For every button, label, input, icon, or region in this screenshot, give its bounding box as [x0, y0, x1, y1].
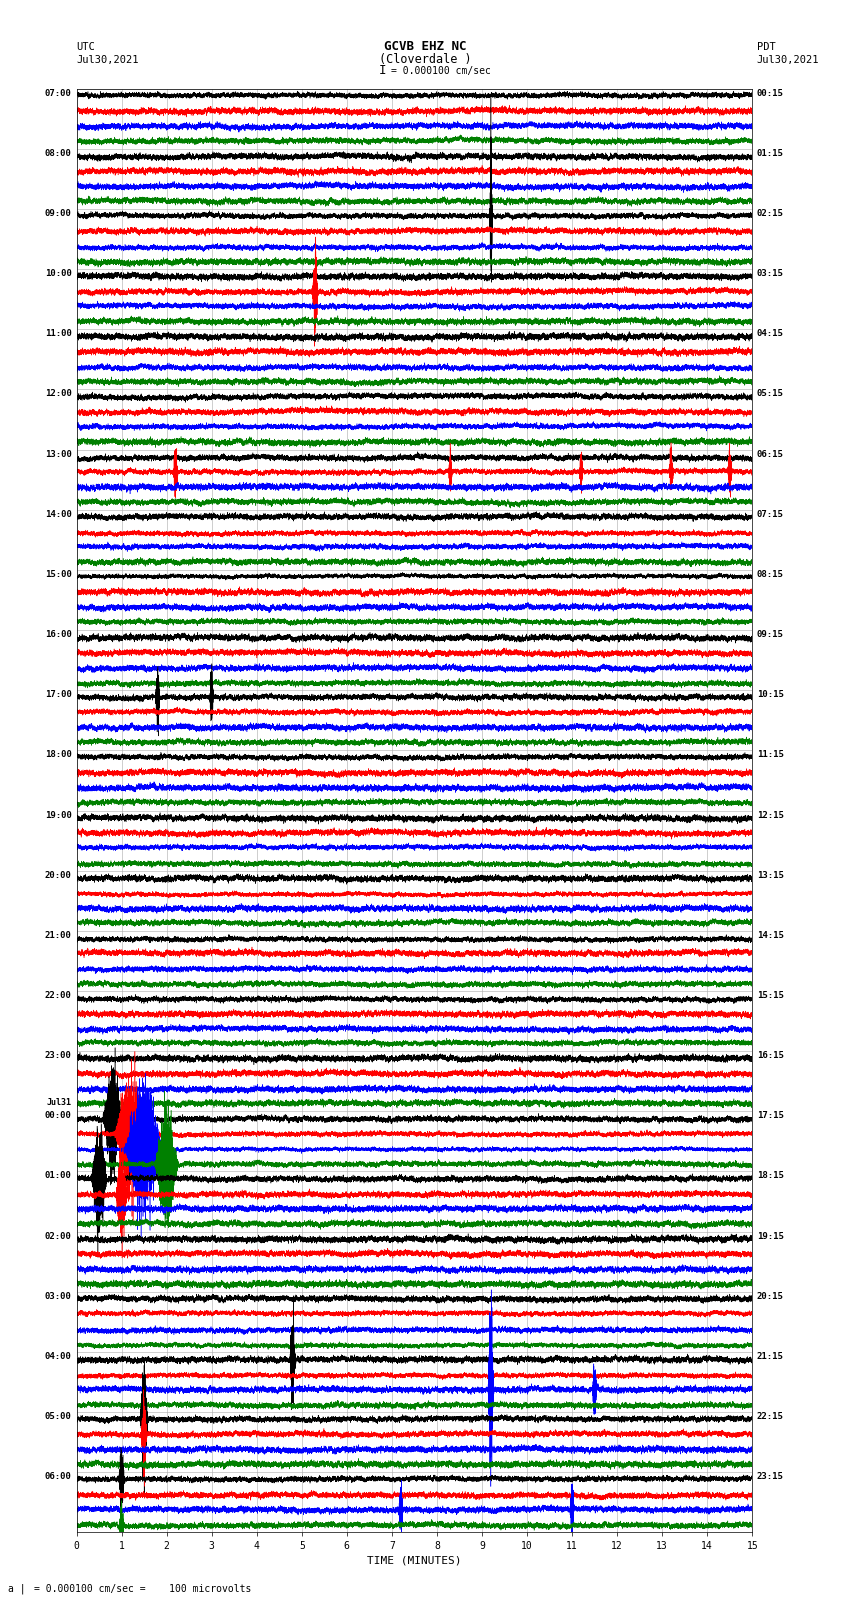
- Text: 01:15: 01:15: [757, 148, 784, 158]
- Text: 07:15: 07:15: [757, 510, 784, 519]
- Text: 04:15: 04:15: [757, 329, 784, 339]
- Text: UTC: UTC: [76, 42, 95, 52]
- Text: 11:00: 11:00: [45, 329, 71, 339]
- Text: 23:00: 23:00: [45, 1052, 71, 1060]
- Text: 11:15: 11:15: [757, 750, 784, 760]
- Text: 04:00: 04:00: [45, 1352, 71, 1361]
- Text: 05:15: 05:15: [757, 389, 784, 398]
- Text: 22:15: 22:15: [757, 1411, 784, 1421]
- Text: I: I: [379, 65, 387, 77]
- Text: 15:00: 15:00: [45, 569, 71, 579]
- Text: 19:00: 19:00: [45, 811, 71, 819]
- Text: GCVB EHZ NC: GCVB EHZ NC: [383, 40, 467, 53]
- Text: 07:00: 07:00: [45, 89, 71, 98]
- Text: 05:00: 05:00: [45, 1411, 71, 1421]
- Text: = 0.000100 cm/sec: = 0.000100 cm/sec: [391, 66, 490, 76]
- Text: Jul30,2021: Jul30,2021: [756, 55, 819, 65]
- Text: 00:15: 00:15: [757, 89, 784, 98]
- Text: 18:00: 18:00: [45, 750, 71, 760]
- Text: 01:00: 01:00: [45, 1171, 71, 1181]
- Text: 20:00: 20:00: [45, 871, 71, 879]
- Text: 13:15: 13:15: [757, 871, 784, 879]
- Text: 13:00: 13:00: [45, 450, 71, 458]
- Text: 08:15: 08:15: [757, 569, 784, 579]
- Text: 08:00: 08:00: [45, 148, 71, 158]
- Text: 20:15: 20:15: [757, 1292, 784, 1300]
- Text: 03:15: 03:15: [757, 269, 784, 277]
- Text: 12:15: 12:15: [757, 811, 784, 819]
- Text: 02:00: 02:00: [45, 1232, 71, 1240]
- Text: 09:15: 09:15: [757, 631, 784, 639]
- Text: 18:15: 18:15: [757, 1171, 784, 1181]
- Text: 06:15: 06:15: [757, 450, 784, 458]
- Text: 02:15: 02:15: [757, 210, 784, 218]
- Text: = 0.000100 cm/sec =    100 microvolts: = 0.000100 cm/sec = 100 microvolts: [34, 1584, 252, 1594]
- Text: 17:00: 17:00: [45, 690, 71, 698]
- Text: Jul30,2021: Jul30,2021: [76, 55, 139, 65]
- Text: 14:00: 14:00: [45, 510, 71, 519]
- X-axis label: TIME (MINUTES): TIME (MINUTES): [367, 1555, 462, 1566]
- Text: 14:15: 14:15: [757, 931, 784, 940]
- Text: 22:00: 22:00: [45, 990, 71, 1000]
- Text: 19:15: 19:15: [757, 1232, 784, 1240]
- Text: 06:00: 06:00: [45, 1473, 71, 1481]
- Text: 15:15: 15:15: [757, 990, 784, 1000]
- Text: 21:00: 21:00: [45, 931, 71, 940]
- Text: 00:00: 00:00: [45, 1111, 71, 1121]
- Text: 17:15: 17:15: [757, 1111, 784, 1121]
- Text: 10:15: 10:15: [757, 690, 784, 698]
- Text: 16:00: 16:00: [45, 631, 71, 639]
- Text: 03:00: 03:00: [45, 1292, 71, 1300]
- Text: 21:15: 21:15: [757, 1352, 784, 1361]
- Text: PDT: PDT: [756, 42, 775, 52]
- Text: (Cloverdale ): (Cloverdale ): [379, 53, 471, 66]
- Text: 23:15: 23:15: [757, 1473, 784, 1481]
- Text: 10:00: 10:00: [45, 269, 71, 277]
- Text: Jul31: Jul31: [47, 1098, 71, 1107]
- Text: 09:00: 09:00: [45, 210, 71, 218]
- Text: a |: a |: [8, 1584, 26, 1594]
- Text: 12:00: 12:00: [45, 389, 71, 398]
- Text: 16:15: 16:15: [757, 1052, 784, 1060]
